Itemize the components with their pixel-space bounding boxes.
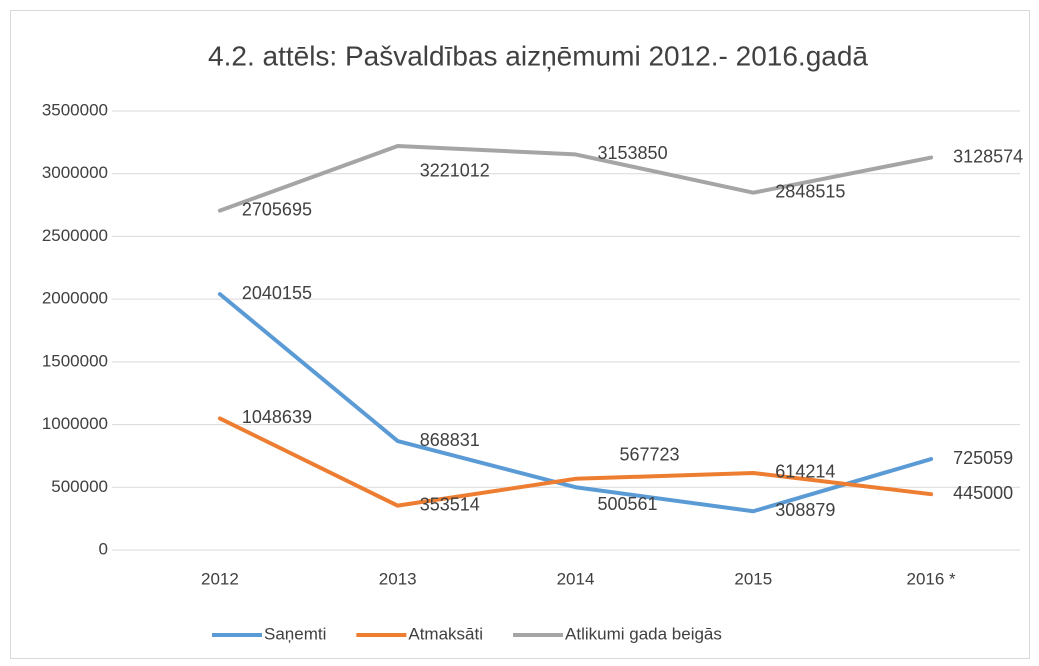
data-label: 3153850 (598, 143, 668, 163)
data-label: 3128574 (953, 146, 1023, 166)
data-label: 1048639 (242, 407, 312, 427)
data-label: 308879 (775, 500, 835, 520)
data-label: 3221012 (420, 161, 490, 181)
data-label: 567723 (620, 445, 680, 465)
y-tick-label: 2000000 (42, 289, 108, 308)
data-label: 500561 (598, 494, 658, 514)
data-label: 2848515 (775, 181, 845, 201)
x-tick-label: 2016 * (907, 569, 957, 588)
y-tick-label: 3000000 (42, 163, 108, 182)
y-tick-label: 500000 (51, 477, 108, 496)
y-tick-label: 1000000 (42, 414, 108, 433)
series-line (217, 292, 934, 514)
legend-label: Atmaksāti (408, 624, 483, 643)
data-label: 868831 (420, 430, 480, 450)
data-label: 614214 (775, 462, 835, 482)
x-tick-label: 2015 (734, 569, 772, 588)
data-label: 2040155 (242, 283, 312, 303)
data-label: 2705695 (242, 199, 312, 219)
chart-title: 4.2. attēls: Pašvaldības aizņēmumi 2012.… (208, 40, 868, 71)
data-label: 445000 (953, 483, 1013, 503)
legend-label: Saņemti (264, 624, 326, 643)
chart-frame (10, 10, 1030, 659)
y-tick-label: 0 (99, 539, 108, 558)
series-line (217, 416, 934, 508)
data-label: 725059 (953, 448, 1013, 468)
series-line (217, 143, 934, 213)
y-tick-label: 1500000 (42, 351, 108, 370)
legend-label: Atlikumi gada beigās (565, 624, 722, 643)
y-tick-label: 2500000 (42, 226, 108, 245)
x-tick-label: 2013 (379, 569, 417, 588)
x-tick-label: 2014 (557, 569, 595, 588)
y-tick-label: 3500000 (42, 100, 108, 119)
data-label: 353514 (420, 494, 480, 514)
x-tick-label: 2012 (201, 569, 239, 588)
